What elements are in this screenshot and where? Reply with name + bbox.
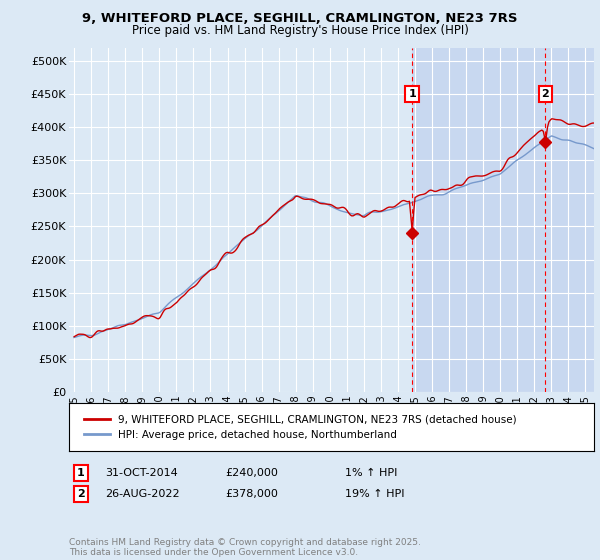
Text: 9, WHITEFORD PLACE, SEGHILL, CRAMLINGTON, NE23 7RS: 9, WHITEFORD PLACE, SEGHILL, CRAMLINGTON… [82, 12, 518, 25]
Text: 2: 2 [542, 89, 549, 99]
Text: 1: 1 [77, 468, 85, 478]
Text: 19% ↑ HPI: 19% ↑ HPI [345, 489, 404, 499]
Text: 31-OCT-2014: 31-OCT-2014 [105, 468, 178, 478]
Text: 26-AUG-2022: 26-AUG-2022 [105, 489, 179, 499]
Text: £240,000: £240,000 [225, 468, 278, 478]
Text: 1: 1 [408, 89, 416, 99]
Text: 2: 2 [77, 489, 85, 499]
Bar [412, 48, 594, 392]
Text: £378,000: £378,000 [225, 489, 278, 499]
Legend: 9, WHITEFORD PLACE, SEGHILL, CRAMLINGTON, NE23 7RS (detached house), HPI: Averag: 9, WHITEFORD PLACE, SEGHILL, CRAMLINGTON… [79, 410, 521, 444]
Text: Price paid vs. HM Land Registry's House Price Index (HPI): Price paid vs. HM Land Registry's House … [131, 24, 469, 36]
Text: 1% ↑ HPI: 1% ↑ HPI [345, 468, 397, 478]
Text: Contains HM Land Registry data © Crown copyright and database right 2025.
This d: Contains HM Land Registry data © Crown c… [69, 538, 421, 557]
